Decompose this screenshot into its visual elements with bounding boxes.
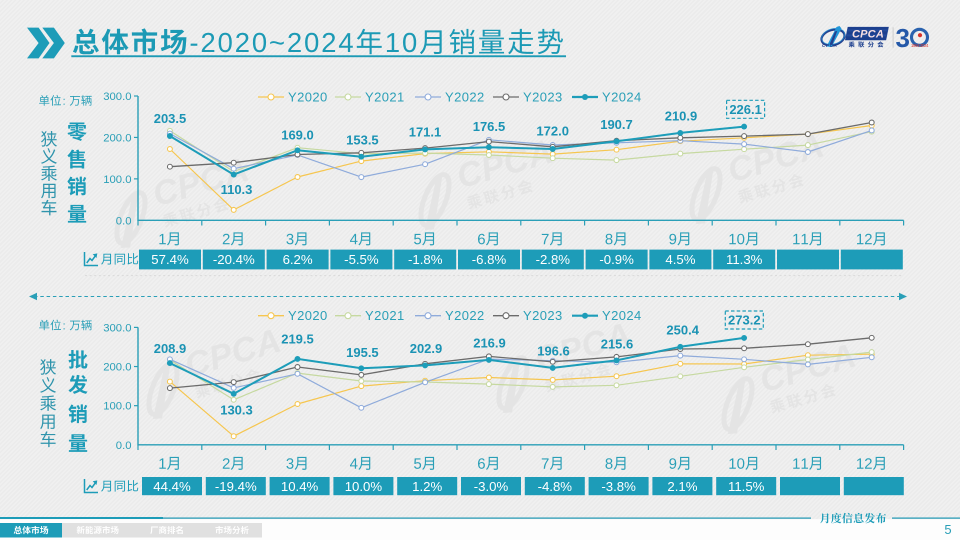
- svg-text:219.5: 219.5: [281, 332, 314, 347]
- svg-text:100.0: 100.0: [103, 401, 131, 413]
- svg-text:2.1%: 2.1%: [667, 479, 697, 494]
- svg-text:Y2023: Y2023: [523, 308, 563, 323]
- svg-text:4.5%: 4.5%: [665, 252, 695, 267]
- svg-text:203.5: 203.5: [154, 111, 187, 126]
- svg-text:CPCA: CPCA: [852, 29, 884, 41]
- svg-text:196.6: 196.6: [537, 344, 570, 359]
- svg-text:250.4: 250.4: [666, 322, 699, 337]
- svg-text:-2.8%: -2.8%: [536, 252, 571, 267]
- svg-text:-5.5%: -5.5%: [344, 252, 379, 267]
- svg-text:190.7: 190.7: [600, 117, 633, 132]
- svg-text:172.0: 172.0: [536, 124, 569, 139]
- svg-text:216.9: 216.9: [473, 335, 506, 350]
- svg-text:CPCA: CPCA: [822, 43, 838, 48]
- svg-text:-4.8%: -4.8%: [538, 479, 573, 494]
- svg-text:208.9: 208.9: [154, 341, 187, 356]
- svg-text:226.1: 226.1: [729, 102, 762, 117]
- svg-text:300.0: 300.0: [103, 322, 131, 334]
- svg-text:273.2: 273.2: [728, 313, 761, 328]
- svg-text:5: 5: [944, 522, 951, 537]
- svg-text:3: 3: [896, 23, 910, 53]
- svg-text:195.5: 195.5: [346, 345, 379, 360]
- svg-text:-3.0%: -3.0%: [474, 479, 509, 494]
- svg-text:-3.8%: -3.8%: [601, 479, 636, 494]
- svg-text:171.1: 171.1: [409, 125, 442, 140]
- svg-text:-6.8%: -6.8%: [472, 252, 507, 267]
- svg-text:Y2022: Y2022: [445, 308, 485, 323]
- svg-text:10.0%: 10.0%: [345, 479, 383, 494]
- svg-text:0.0: 0.0: [116, 440, 132, 452]
- svg-text:Y2024: Y2024: [602, 90, 642, 105]
- svg-text:10.4%: 10.4%: [281, 479, 319, 494]
- svg-text:210.9: 210.9: [665, 108, 698, 123]
- svg-text:11.3%: 11.3%: [726, 252, 763, 267]
- svg-text:Y2021: Y2021: [365, 308, 405, 323]
- svg-text:300.0: 300.0: [103, 91, 131, 103]
- svg-text:11.5%: 11.5%: [728, 479, 765, 494]
- svg-text:Y2021: Y2021: [365, 90, 405, 105]
- svg-text:6.2%: 6.2%: [283, 252, 313, 267]
- svg-text:-20.4%: -20.4%: [213, 252, 255, 267]
- svg-text:169.0: 169.0: [281, 127, 314, 142]
- svg-text:130.3: 130.3: [220, 403, 253, 418]
- svg-text:57.4%: 57.4%: [151, 252, 189, 267]
- svg-text:Y2023: Y2023: [523, 90, 563, 105]
- svg-text:200.0: 200.0: [103, 132, 131, 144]
- svg-text:153.5: 153.5: [346, 132, 379, 147]
- svg-text:1.2%: 1.2%: [412, 479, 442, 494]
- svg-text:-19.4%: -19.4%: [215, 479, 257, 494]
- svg-text:Y2024: Y2024: [602, 308, 642, 323]
- svg-text:Y2022: Y2022: [445, 90, 485, 105]
- svg-text:110.3: 110.3: [221, 182, 253, 197]
- svg-text:Y2020: Y2020: [288, 90, 328, 105]
- svg-text:176.5: 176.5: [473, 119, 506, 134]
- svg-text:1994-2024: 1994-2024: [911, 43, 929, 48]
- svg-text:100.0: 100.0: [103, 174, 131, 186]
- svg-text:-1.8%: -1.8%: [408, 252, 443, 267]
- svg-text:-0.9%: -0.9%: [599, 252, 634, 267]
- svg-text:44.4%: 44.4%: [153, 479, 191, 494]
- svg-text:215.6: 215.6: [601, 337, 634, 352]
- svg-text:Y2020: Y2020: [288, 308, 328, 323]
- svg-text:202.9: 202.9: [410, 341, 443, 356]
- svg-text:200.0: 200.0: [103, 362, 131, 374]
- svg-text:0.0: 0.0: [116, 215, 132, 227]
